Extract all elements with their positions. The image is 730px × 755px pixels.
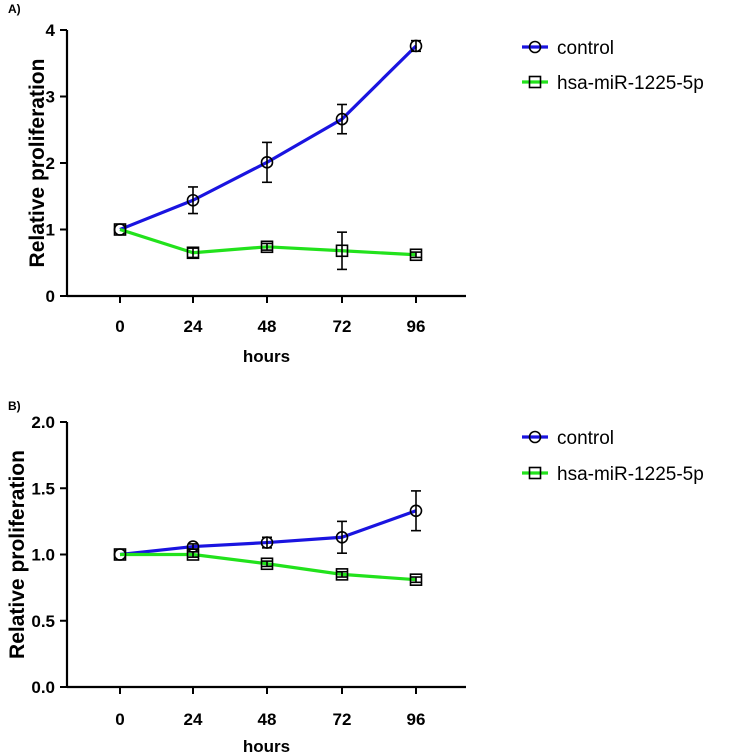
series-mir — [113, 223, 423, 271]
x-tick-label: 96 — [407, 710, 426, 729]
data-point — [409, 39, 423, 53]
y-tick-label: 0.0 — [31, 678, 55, 697]
y-tick-label: 4 — [46, 21, 56, 40]
y-axis-title: Relative proliferation — [6, 450, 29, 659]
x-tick-label: 72 — [333, 710, 352, 729]
series-mir — [113, 548, 423, 586]
data-point — [335, 530, 349, 544]
data-point — [260, 557, 274, 571]
data-point — [260, 240, 274, 254]
data-point — [113, 548, 127, 561]
data-point — [260, 536, 274, 549]
data-point — [186, 193, 200, 207]
y-tick-label: 1.5 — [31, 479, 55, 498]
data-point — [409, 573, 423, 586]
data-point — [335, 568, 349, 581]
legend-entry: hsa-miR-1225-5p — [522, 464, 704, 485]
chart-panel-b: B) 0.0 0.5 1.0 1.5 2.0 0 24 48 72 96 hours Relative … — [6, 399, 704, 755]
legend-label: control — [557, 428, 614, 449]
y-tick-label: 1.0 — [31, 546, 55, 565]
y-axis-title: Relative proliferation — [26, 59, 49, 268]
panel-label: B) — [8, 399, 21, 413]
series-control — [113, 490, 423, 561]
legend-entry: control — [522, 428, 614, 449]
data-point — [409, 248, 423, 262]
legend-entry: control — [522, 38, 614, 59]
legend-marker — [528, 75, 542, 89]
x-tick-label: 0 — [115, 710, 124, 729]
legend-label: hsa-miR-1225-5p — [557, 464, 704, 485]
legend-marker — [528, 40, 542, 54]
legend-label: control — [557, 38, 614, 59]
series-line — [119, 44, 418, 231]
x-tick-label: 24 — [184, 317, 203, 336]
x-tick-label: 72 — [333, 317, 352, 336]
legend-marker — [528, 430, 542, 444]
legend-entry: hsa-miR-1225-5p — [522, 73, 704, 94]
data-point — [186, 246, 200, 260]
x-tick-label: 48 — [258, 317, 277, 336]
legend-label: hsa-miR-1225-5p — [557, 73, 704, 94]
series-control — [113, 39, 423, 236]
y-tick-label: 1 — [46, 221, 55, 240]
y-tick-label: 2.0 — [31, 413, 55, 432]
x-axis-title: hours — [243, 737, 290, 755]
x-tick-label: 0 — [115, 317, 124, 336]
data-point — [260, 156, 274, 169]
x-axis-title: hours — [243, 347, 290, 366]
series-line — [119, 227, 417, 257]
y-tick-label: 3 — [46, 88, 55, 107]
data-point — [409, 504, 423, 518]
data-point — [335, 244, 349, 258]
panel-label: A) — [8, 2, 21, 16]
data-point — [335, 112, 349, 126]
chart-panel-a: A) 0 1 2 3 4 0 24 48 72 96 hours Relative proliferat… — [8, 2, 704, 366]
legend-marker — [528, 466, 542, 480]
data-point — [186, 548, 200, 561]
x-tick-label: 24 — [184, 710, 203, 729]
x-tick-label: 96 — [407, 317, 426, 336]
data-point — [113, 223, 127, 236]
y-tick-label: 2 — [46, 154, 55, 173]
y-tick-label: 0.5 — [31, 612, 55, 631]
x-tick-label: 48 — [258, 710, 277, 729]
y-tick-label: 0 — [46, 287, 55, 306]
